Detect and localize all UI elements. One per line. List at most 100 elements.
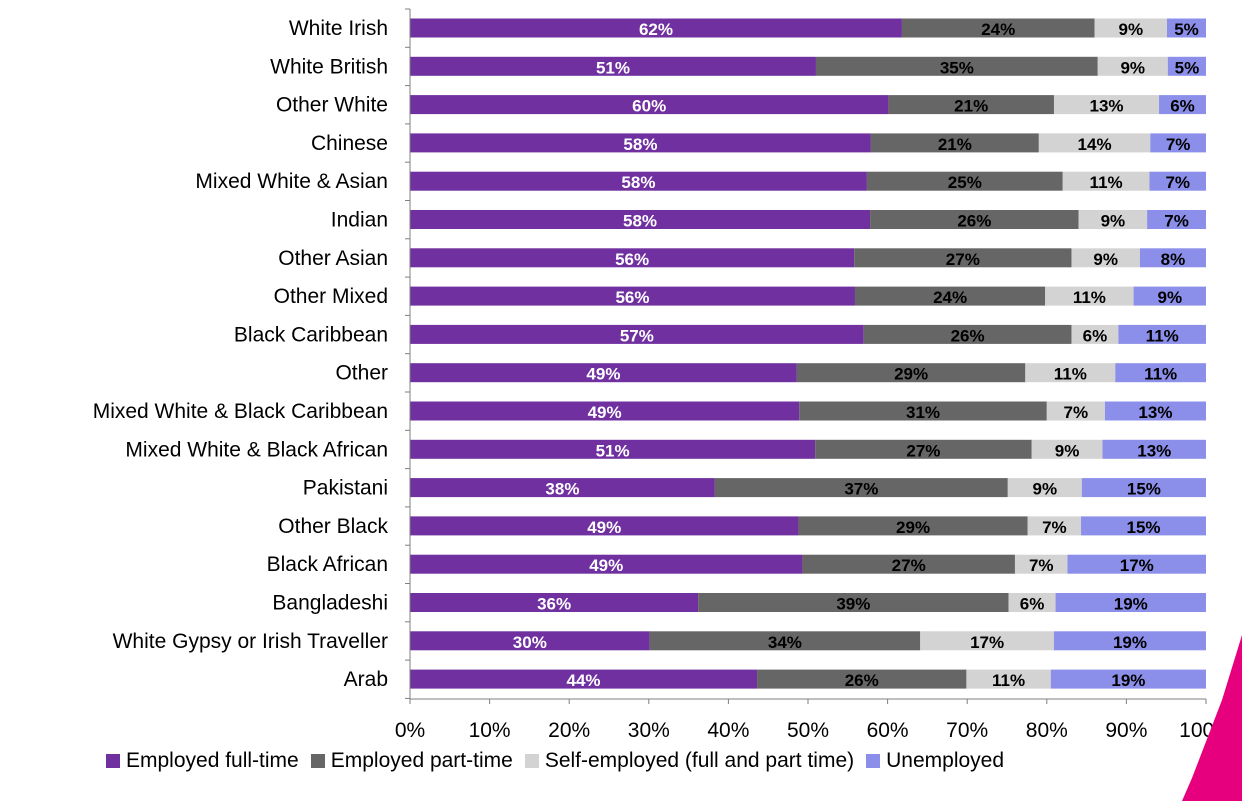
data-label: 9%	[1055, 441, 1080, 460]
data-label: 9%	[1157, 288, 1182, 307]
bar-segment	[1159, 95, 1206, 115]
category-label: Other	[335, 362, 388, 385]
bar-segment	[1102, 439, 1206, 459]
bar-row: Mixed White & Asian 58% 25% 11% 7%	[195, 170, 1206, 193]
chart-legend: Employed full-time Employed part-time Self…	[106, 746, 1016, 776]
bar-segment	[1062, 171, 1150, 191]
bar-segment	[1147, 210, 1206, 229]
data-label: 6%	[1170, 97, 1195, 116]
category-label: Black Caribbean	[234, 323, 388, 346]
category-label: White Irish	[289, 17, 388, 40]
bar-segment	[410, 516, 799, 536]
bar-segment	[698, 593, 1009, 612]
data-label: 58%	[623, 212, 657, 231]
bar-segment	[410, 593, 699, 612]
bar-row: White British 51% 35% 9% 5%	[270, 55, 1206, 78]
corner-accent-shape	[1182, 635, 1242, 801]
bar-segment	[1150, 133, 1206, 153]
bar-segment	[854, 286, 1046, 306]
x-tick-label: 70%	[946, 719, 988, 742]
bar-segment	[410, 478, 715, 498]
legend-label: Unemployed	[886, 749, 1005, 772]
data-label: 21%	[954, 97, 988, 116]
bar-segment	[798, 516, 1028, 536]
data-label: 39%	[836, 595, 870, 614]
data-label: 15%	[1127, 480, 1161, 499]
x-tick-label: 80%	[1026, 719, 1068, 742]
bar-segment	[410, 669, 758, 689]
bar-segment	[1094, 18, 1167, 38]
x-tick-label: 50%	[787, 719, 829, 742]
data-label: 29%	[896, 518, 930, 537]
category-label: Mixed White & Black Caribbean	[93, 400, 388, 423]
data-label: 17%	[970, 633, 1004, 652]
bar-row: Other White 60% 21% 13% 6%	[276, 94, 1206, 117]
bar-segment	[1167, 56, 1206, 76]
category-label: Bangladeshi	[272, 592, 388, 615]
bar-row: White Irish 62% 24% 9% 5%	[289, 17, 1206, 40]
data-label: 30%	[513, 633, 547, 652]
bar-segment	[1071, 324, 1119, 344]
x-tick-label: 30%	[628, 719, 670, 742]
bar-segment	[410, 171, 867, 191]
bar-row: Pakistani 38% 37% 9% 15%	[303, 477, 1206, 500]
data-label: 26%	[957, 212, 991, 231]
category-label: White Gypsy or Irish Traveller	[113, 630, 388, 653]
data-label: 27%	[906, 441, 940, 460]
data-label: 24%	[981, 20, 1015, 39]
bar-segment	[410, 210, 871, 229]
data-label: 6%	[1020, 595, 1045, 614]
data-label: 27%	[892, 556, 926, 575]
data-label: 62%	[639, 20, 673, 39]
data-label: 9%	[1120, 58, 1145, 77]
bar-segment	[815, 56, 1098, 76]
legend-swatch	[866, 754, 881, 768]
data-label: 11%	[1146, 326, 1179, 345]
x-tick-label: 60%	[867, 719, 909, 742]
bar-segment	[410, 401, 800, 421]
legend-label: Self-employed (full and part time)	[544, 749, 855, 772]
data-label: 24%	[933, 288, 967, 307]
bar-row: Other Black 49% 29% 7% 15%	[278, 515, 1206, 538]
data-label: 34%	[768, 633, 802, 652]
data-label: 11%	[1144, 365, 1177, 384]
bar-segment	[1081, 478, 1206, 498]
data-label: 9%	[1093, 250, 1118, 269]
x-tick-label: 90%	[1105, 719, 1147, 742]
bar-row: Other Asian 56% 27% 9% 8%	[278, 247, 1206, 270]
bar-row: Mixed White & Black Caribbean 49% 31% 7% 13%	[93, 400, 1206, 423]
data-label: 51%	[596, 58, 630, 77]
bar-segment	[1078, 210, 1148, 229]
data-label: 56%	[615, 250, 649, 269]
data-label: 6%	[1083, 326, 1108, 345]
data-label: 27%	[946, 250, 980, 269]
data-label: 26%	[845, 671, 879, 690]
data-label: 9%	[1118, 20, 1143, 39]
bar-segment	[649, 631, 921, 651]
data-label: 14%	[1078, 135, 1112, 154]
data-label: 7%	[1042, 518, 1067, 537]
bar-segment	[410, 95, 889, 115]
bar-segment	[1027, 516, 1082, 536]
bar-segment	[815, 439, 1032, 459]
category-label: Arab	[344, 668, 388, 691]
bar-segment	[1055, 593, 1206, 612]
bar-segment	[920, 631, 1054, 651]
x-tick-label: 0%	[395, 719, 425, 742]
bar-row: Other Mixed 56% 24% 11% 9%	[274, 285, 1206, 308]
data-label: 49%	[586, 365, 620, 384]
bar-row: White Gypsy or Irish Traveller 30% 34% 17% 1…	[113, 630, 1206, 653]
data-label: 51%	[596, 441, 630, 460]
data-label: 49%	[588, 403, 622, 422]
legend-swatch	[106, 754, 120, 768]
data-label: 7%	[1064, 403, 1089, 422]
legend-item: Employed full-time	[106, 749, 299, 773]
bar-segment	[1014, 554, 1068, 574]
data-label: 5%	[1174, 20, 1199, 39]
bar-row: Other 49% 29% 11% 11%	[335, 362, 1206, 385]
data-label: 15%	[1126, 518, 1160, 537]
data-label: 5%	[1175, 58, 1200, 77]
bar-segment	[714, 478, 1008, 498]
data-label: 7%	[1164, 212, 1189, 231]
